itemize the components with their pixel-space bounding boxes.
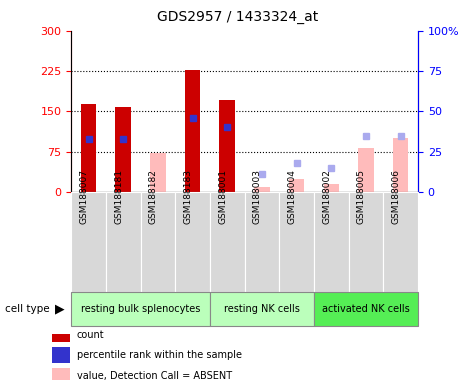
FancyBboxPatch shape <box>314 292 418 326</box>
FancyBboxPatch shape <box>314 192 349 292</box>
Bar <box>52 368 70 384</box>
FancyBboxPatch shape <box>175 192 210 292</box>
Bar <box>81 104 96 192</box>
Text: resting NK cells: resting NK cells <box>224 304 300 314</box>
Text: GSM188002: GSM188002 <box>323 170 332 224</box>
Text: count: count <box>77 329 104 339</box>
Text: GDS2957 / 1433324_at: GDS2957 / 1433324_at <box>157 10 318 23</box>
FancyBboxPatch shape <box>71 192 106 292</box>
Text: cell type: cell type <box>5 304 49 314</box>
Bar <box>254 187 270 192</box>
Bar <box>185 70 200 192</box>
Text: GSM188183: GSM188183 <box>184 169 193 225</box>
Text: GSM188005: GSM188005 <box>357 169 366 225</box>
Bar <box>358 149 374 192</box>
Text: percentile rank within the sample: percentile rank within the sample <box>77 350 242 360</box>
FancyBboxPatch shape <box>71 292 210 326</box>
Text: ▶: ▶ <box>55 303 64 316</box>
Bar <box>289 179 304 192</box>
FancyBboxPatch shape <box>141 192 175 292</box>
Bar <box>115 106 131 192</box>
FancyBboxPatch shape <box>279 192 314 292</box>
FancyBboxPatch shape <box>349 192 383 292</box>
Text: activated NK cells: activated NK cells <box>322 304 410 314</box>
Text: GSM188004: GSM188004 <box>288 170 296 224</box>
FancyBboxPatch shape <box>245 192 279 292</box>
Bar <box>150 153 166 192</box>
Bar <box>323 184 339 192</box>
Text: GSM188001: GSM188001 <box>218 169 227 225</box>
FancyBboxPatch shape <box>383 192 418 292</box>
Text: GSM188007: GSM188007 <box>80 169 88 225</box>
Text: GSM188181: GSM188181 <box>114 169 123 225</box>
Text: GSM188003: GSM188003 <box>253 169 262 225</box>
FancyBboxPatch shape <box>210 292 314 326</box>
FancyBboxPatch shape <box>106 192 141 292</box>
Text: resting bulk splenocytes: resting bulk splenocytes <box>81 304 200 314</box>
Bar <box>393 138 408 192</box>
Text: GSM188006: GSM188006 <box>392 169 400 225</box>
Bar <box>52 347 70 363</box>
FancyBboxPatch shape <box>210 192 245 292</box>
Bar <box>52 326 70 343</box>
Text: value, Detection Call = ABSENT: value, Detection Call = ABSENT <box>77 371 232 381</box>
Bar <box>219 99 235 192</box>
Text: GSM188182: GSM188182 <box>149 170 158 224</box>
